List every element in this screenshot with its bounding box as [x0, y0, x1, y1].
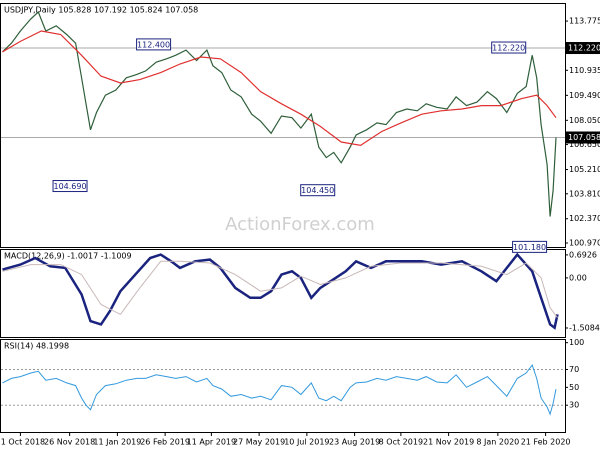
y-tick-label: 50 [569, 383, 579, 392]
x-tick-label: 11 Jan 2019 [93, 438, 141, 447]
x-tick-label: 21 Nov 2019 [423, 438, 474, 447]
x-tick-label: 26 Nov 2018 [44, 438, 95, 447]
marker-label: 112.220 [568, 44, 600, 53]
y-tick-label: -1.5084 [569, 323, 600, 332]
rsi-panel [0, 339, 566, 433]
y-tick-label: 103.810 [569, 189, 600, 198]
marker-label: 107.058 [568, 133, 600, 142]
series-line [2, 30, 557, 147]
x-tick-label: 21 Feb 2020 [521, 438, 571, 447]
annotation-box [136, 38, 172, 51]
y-tick-label: 109.490 [569, 91, 600, 100]
chart-title: USDJPY,Daily 105.828 107.192 105.824 107… [4, 6, 198, 15]
x-tick-label: 27 May 2019 [233, 438, 285, 447]
x-tick-label: 8 Oct 2019 [379, 438, 423, 447]
series-line [2, 10, 557, 217]
series-line [2, 363, 557, 416]
x-tick-label: 26 Feb 2019 [140, 438, 190, 447]
y-tick-label: 110.935 [569, 66, 600, 75]
y-tick-label: 100 [569, 338, 584, 347]
annotation-box [491, 41, 527, 54]
rsi-title: RSI(14) 48.1998 [4, 342, 69, 351]
annotation-box [52, 180, 88, 193]
marker-label-box [566, 131, 600, 144]
y-tick-label: 108.050 [569, 116, 600, 125]
x-tick-label: 23 Aug 2019 [329, 438, 380, 447]
macd-title: MACD(12,26,9) -1.0017 -1.1009 [4, 252, 132, 261]
x-tick-label: 10 Jul 2019 [284, 438, 329, 447]
annotation-box [300, 184, 336, 197]
macd-panel [0, 249, 566, 338]
annotation: 101.180 [513, 243, 546, 252]
annotation: 104.450 [301, 186, 334, 195]
x-tick-label: 11 Oct 2018 [0, 438, 45, 447]
annotation: 112.220 [492, 44, 525, 53]
y-tick-label: 0.00 [569, 273, 587, 282]
series-line [2, 252, 559, 330]
annotation: 112.400 [137, 40, 170, 49]
annotation: 104.690 [53, 182, 86, 191]
y-tick-label: 105.210 [569, 165, 600, 174]
series-line [2, 260, 558, 318]
y-tick-label: 70 [569, 365, 579, 374]
x-tick-label: 11 Apr 2019 [187, 438, 236, 447]
y-tick-label: 30 [569, 401, 579, 410]
y-tick-label: 0.6926 [569, 250, 597, 259]
price-panel [0, 3, 566, 248]
y-tick-label: 106.650 [569, 140, 600, 149]
y-tick-label: 100.970 [569, 239, 600, 248]
x-tick-label: 8 Jan 2020 [476, 438, 519, 447]
y-tick-label: 113.775 [569, 17, 600, 26]
y-tick-label: 102.370 [569, 214, 600, 223]
annotation-box [512, 240, 548, 253]
marker-label-box [566, 42, 600, 55]
watermark: ActionForex.com [225, 214, 375, 235]
